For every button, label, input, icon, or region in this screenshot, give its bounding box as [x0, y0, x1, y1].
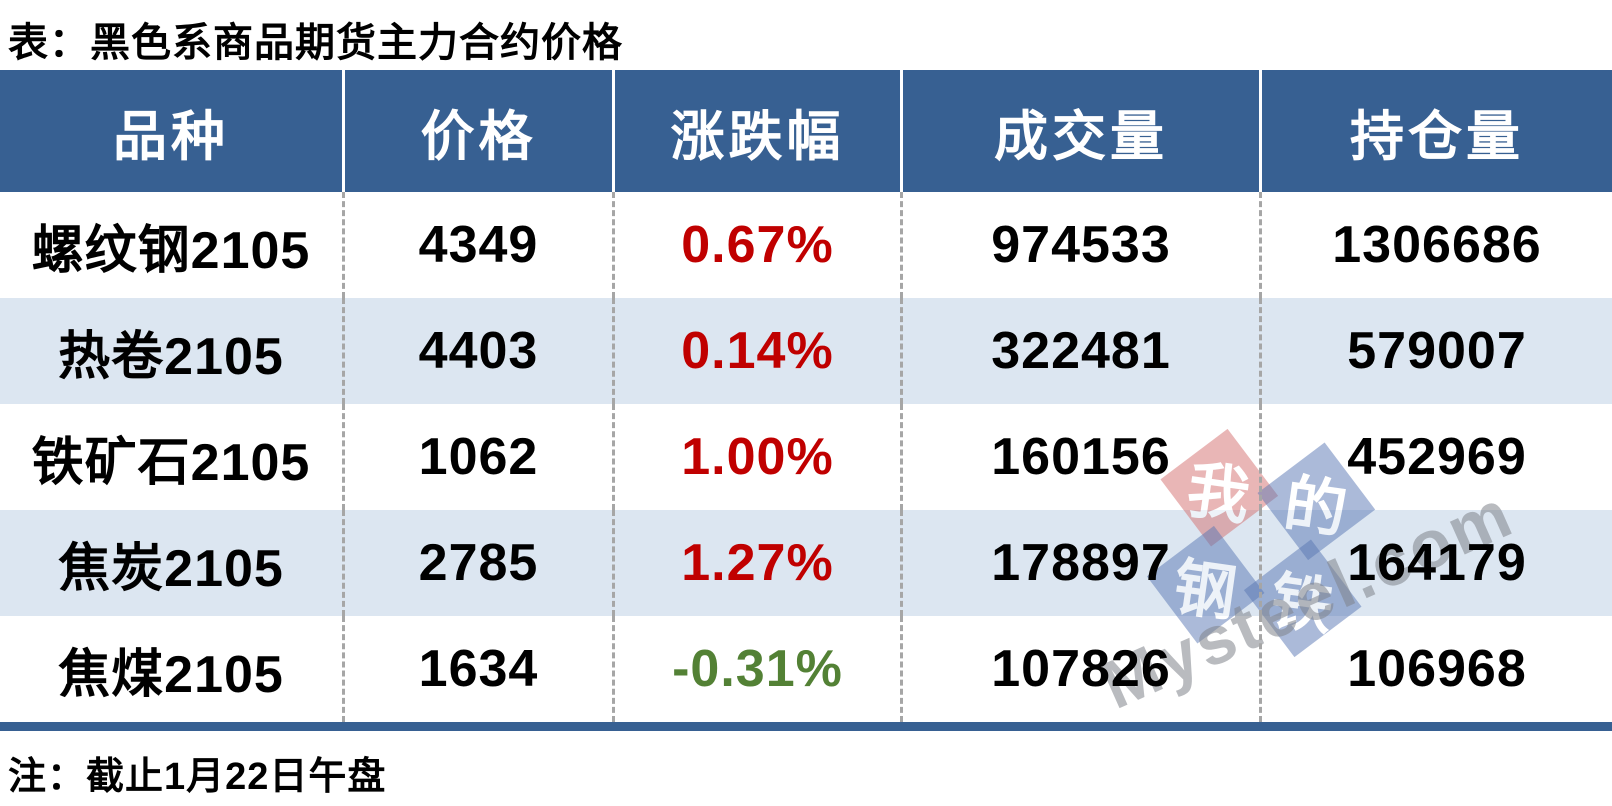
futures-price-table: 品种 价格 涨跌幅 成交量 持仓量 螺纹钢2105 4349 0.67% 974…: [0, 70, 1612, 731]
price-cell: 4403: [342, 298, 612, 404]
change-cell: 0.14%: [612, 298, 900, 404]
table-bottom-border: [0, 722, 1612, 731]
change-cell: 0.67%: [612, 192, 900, 298]
column-header-open-interest: 持仓量: [1259, 70, 1612, 192]
column-header-change: 涨跌幅: [612, 70, 900, 192]
price-cell: 2785: [342, 510, 612, 616]
column-header-price: 价格: [342, 70, 612, 192]
variety-cell: 热卷2105: [58, 327, 284, 386]
change-cell: -0.31%: [612, 616, 900, 722]
column-header-volume: 成交量: [900, 70, 1259, 192]
volume-cell: 322481: [900, 298, 1259, 404]
table-row: 螺纹钢2105 4349 0.67% 974533 1306686: [0, 192, 1612, 298]
change-cell: 1.00%: [612, 404, 900, 510]
table-header-row: 品种 价格 涨跌幅 成交量 持仓量: [0, 70, 1612, 192]
variety-cell: 焦煤2105: [58, 645, 284, 704]
volume-cell: 178897: [900, 510, 1259, 616]
variety-cell: 焦炭2105: [58, 539, 284, 598]
open-interest-cell: 452969: [1259, 404, 1612, 510]
table-row: 焦炭2105 2785 1.27% 178897 164179: [0, 510, 1612, 616]
change-cell: 1.27%: [612, 510, 900, 616]
volume-cell: 160156: [900, 404, 1259, 510]
table-row: 焦煤2105 1634 -0.31% 107826 106968: [0, 616, 1612, 722]
table-body: 螺纹钢2105 4349 0.67% 974533 1306686 热卷2105…: [0, 192, 1612, 722]
open-interest-cell: 164179: [1259, 510, 1612, 616]
price-cell: 1062: [342, 404, 612, 510]
price-cell: 4349: [342, 192, 612, 298]
variety-cell: 螺纹钢2105: [31, 221, 311, 280]
page-note: 注：截止1月22日午盘: [8, 756, 387, 798]
table-row: 热卷2105 4403 0.14% 322481 579007: [0, 298, 1612, 404]
open-interest-cell: 1306686: [1259, 192, 1612, 298]
page-title: 表：黑色系商品期货主力合约价格: [8, 21, 623, 65]
variety-cell: 铁矿石2105: [31, 433, 311, 492]
table-row: 铁矿石2105 1062 1.00% 160156 452969: [0, 404, 1612, 510]
column-header-variety: 品种: [113, 106, 229, 167]
price-cell: 1634: [342, 616, 612, 722]
volume-cell: 107826: [900, 616, 1259, 722]
open-interest-cell: 579007: [1259, 298, 1612, 404]
volume-cell: 974533: [900, 192, 1259, 298]
open-interest-cell: 106968: [1259, 616, 1612, 722]
